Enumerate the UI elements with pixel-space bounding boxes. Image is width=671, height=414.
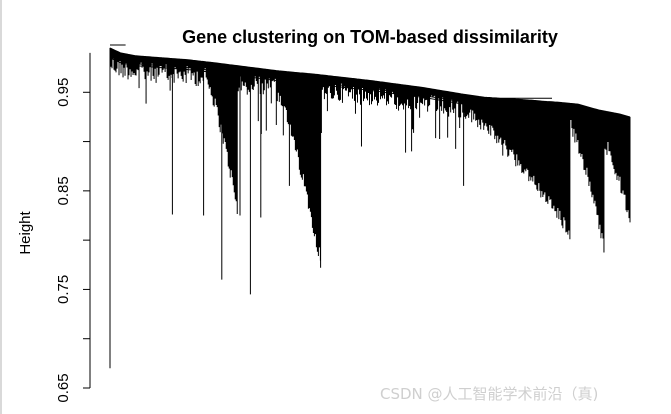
watermark-label: CSDN @人工智能学术前沿（真) [380, 385, 599, 403]
dendrogram-tree [109, 44, 631, 369]
y-axis: 0.65 0.75 0.85 0.95 [55, 52, 91, 403]
window-left-edge [0, 0, 2, 414]
y-axis-label: Height [17, 210, 34, 254]
dendrogram-branches [109, 44, 631, 369]
y-tick-label: 0.85 [55, 176, 72, 205]
y-tick-label: 0.95 [55, 78, 72, 107]
y-tick-label: 0.75 [55, 275, 72, 304]
chart-title: Gene clustering on TOM-based dissimilari… [182, 27, 558, 47]
y-tick-label: 0.65 [55, 373, 72, 402]
